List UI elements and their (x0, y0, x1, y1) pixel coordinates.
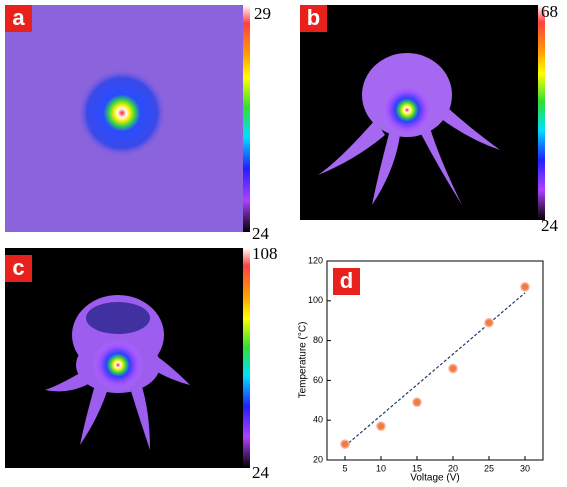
trend-line (344, 292, 526, 447)
data-point (520, 282, 530, 292)
panel-label-box (333, 268, 360, 295)
x-tick-label: 30 (520, 463, 530, 473)
x-axis-label: Voltage (V) (410, 473, 459, 484)
x-tick-label: 25 (484, 463, 494, 473)
panel-label-box (5, 5, 32, 32)
data-point (376, 421, 386, 431)
colorbar-min: 24 (252, 463, 270, 482)
colorbar (538, 5, 545, 220)
hot-spot (92, 339, 144, 391)
panel-label-box (300, 5, 327, 32)
x-tick-label: 20 (448, 463, 458, 473)
x-tick-label: 5 (342, 463, 347, 473)
plot-frame (326, 260, 544, 461)
y-tick-label: 40 (313, 415, 323, 425)
y-tick-label: 120 (308, 255, 323, 265)
data-point (448, 363, 458, 374)
y-axis-label: Temperature (°C) (298, 322, 309, 399)
panel-label: a (12, 5, 25, 30)
colorbar (243, 248, 250, 468)
y-tick-label: 60 (313, 375, 323, 385)
colorbar-max: 29 (254, 4, 271, 23)
x-tick-label: 15 (412, 463, 422, 473)
data-point (484, 317, 494, 328)
panel-label: b (307, 5, 320, 30)
panel-label: c (12, 255, 24, 280)
colorbar-min: 24 (252, 224, 270, 243)
x-tick-label: 10 (376, 463, 386, 473)
colorbar (243, 5, 250, 232)
panel-label-box (5, 255, 32, 282)
cool-area (86, 302, 150, 334)
hot-spot (78, 69, 166, 157)
colorbar-max: 108 (252, 244, 278, 263)
y-tick-label: 100 (308, 295, 323, 305)
colorbar-min: 24 (541, 216, 559, 235)
panel-label: d (340, 268, 353, 293)
hot-spot (381, 84, 433, 136)
y-tick-label: 20 (313, 454, 323, 464)
y-tick-label: 80 (313, 335, 323, 345)
data-point (340, 439, 350, 449)
colorbar-max: 68 (541, 2, 558, 21)
data-point (412, 397, 422, 408)
